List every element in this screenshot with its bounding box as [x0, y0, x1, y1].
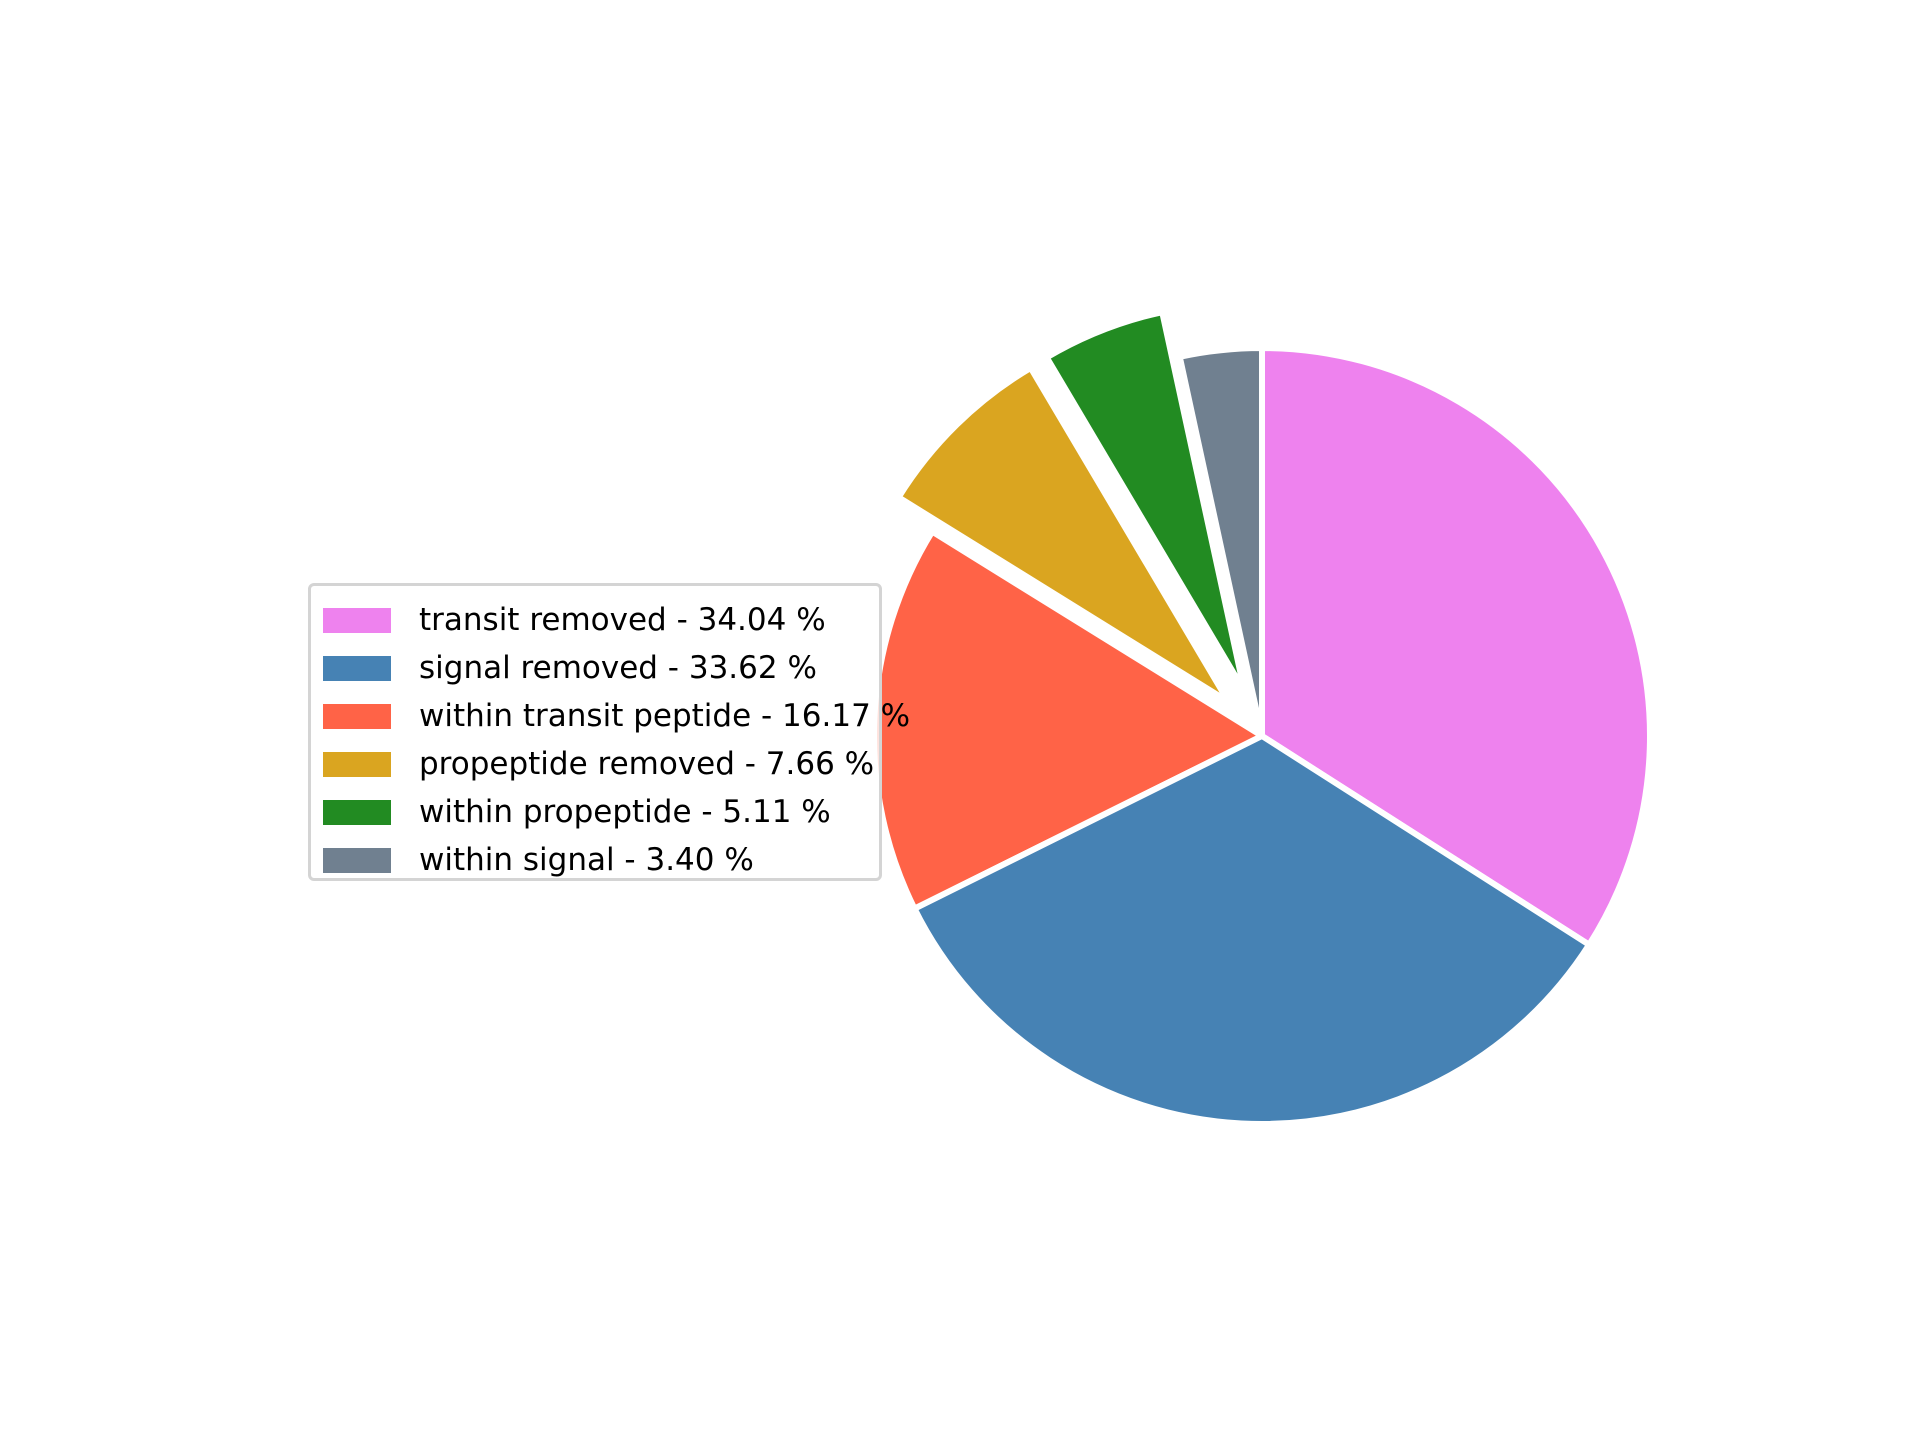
legend-swatch [323, 847, 391, 873]
legend-label: within transit peptide - 16.17 % [419, 698, 911, 734]
legend-item-within-signal: within signal - 3.40 % [311, 836, 879, 884]
legend-swatch [323, 607, 391, 633]
pie-slice-within-propeptide [1042, 308, 1248, 693]
pie-slice-within-signal [1176, 344, 1265, 737]
legend-label: within propeptide - 5.11 % [419, 794, 831, 830]
legend: transit removed - 34.04 % signal removed… [308, 583, 910, 884]
legend-item-within-transit-peptide: within transit peptide - 16.17 % [311, 692, 910, 740]
legend-item-propeptide-removed: propeptide removed - 7.66 % [311, 740, 879, 788]
legend-label: propeptide removed - 7.66 % [419, 746, 875, 782]
legend-label: signal removed - 33.62 % [419, 650, 817, 686]
legend-swatch [323, 655, 391, 681]
legend-label: within signal - 3.40 % [419, 842, 754, 878]
legend-swatch [323, 703, 391, 729]
legend-item-transit-removed: transit removed - 34.04 % [311, 596, 879, 644]
legend-label: transit removed - 34.04 % [419, 602, 826, 638]
legend-swatch [323, 799, 391, 825]
legend-swatch [323, 751, 391, 777]
legend-item-within-propeptide: within propeptide - 5.11 % [311, 788, 879, 836]
pie-slice-propeptide-removed [894, 363, 1231, 705]
legend-item-signal-removed: signal removed - 33.62 % [311, 644, 879, 692]
pie-slices [871, 308, 1653, 1127]
pie-slice-signal-removed [910, 732, 1594, 1127]
